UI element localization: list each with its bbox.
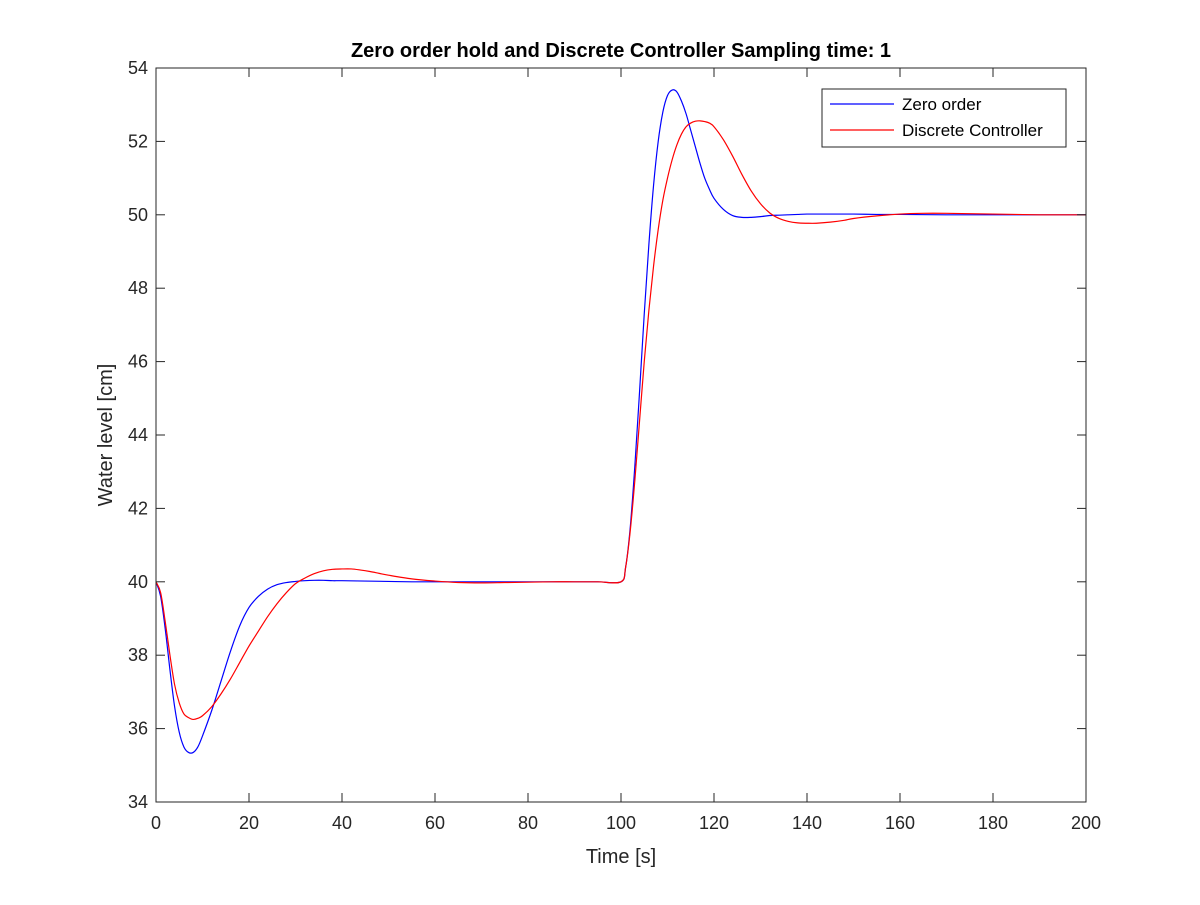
y-tick-label: 36 xyxy=(128,719,148,739)
y-tick-label: 52 xyxy=(128,131,148,151)
x-tick-label: 120 xyxy=(699,813,729,833)
legend-label-discrete-controller: Discrete Controller xyxy=(902,121,1043,140)
legend-label-zero-order: Zero order xyxy=(902,95,982,114)
x-tick-label: 0 xyxy=(151,813,161,833)
series-layer xyxy=(155,89,1087,754)
x-tick-label: 80 xyxy=(518,813,538,833)
x-tick-label: 160 xyxy=(885,813,915,833)
y-tick-label: 50 xyxy=(128,205,148,225)
y-tick-label: 38 xyxy=(128,645,148,665)
x-tick-label: 20 xyxy=(239,813,259,833)
legend-box xyxy=(821,88,1067,148)
y-tick-label: 46 xyxy=(128,352,148,372)
x-tick-label: 180 xyxy=(978,813,1008,833)
y-tick-label: 54 xyxy=(128,58,148,78)
y-tick-label: 48 xyxy=(128,278,148,298)
x-tick-label: 40 xyxy=(332,813,352,833)
chart-title: Zero order hold and Discrete Controller … xyxy=(351,40,891,62)
series-line-discrete-controller xyxy=(155,120,1087,721)
y-axis-label: Water level [cm] xyxy=(95,364,117,507)
y-tick-label: 34 xyxy=(128,792,148,812)
y-tick-label: 40 xyxy=(128,572,148,592)
legend: Zero order Discrete Controller xyxy=(821,88,1067,148)
x-tick-label: 60 xyxy=(425,813,445,833)
x-tick-label: 200 xyxy=(1071,813,1101,833)
y-tick-label: 44 xyxy=(128,425,148,445)
y-tick-label: 42 xyxy=(128,498,148,518)
x-tick-label: 140 xyxy=(792,813,822,833)
x-axis: 0 20 40 60 80 100 120 140 160 180 200 xyxy=(151,68,1101,833)
plot-area xyxy=(156,68,1086,802)
y-axis: 34 36 38 40 42 44 46 48 50 52 54 xyxy=(128,58,1086,812)
x-tick-label: 100 xyxy=(606,813,636,833)
x-axis-label: Time [s] xyxy=(586,846,656,868)
